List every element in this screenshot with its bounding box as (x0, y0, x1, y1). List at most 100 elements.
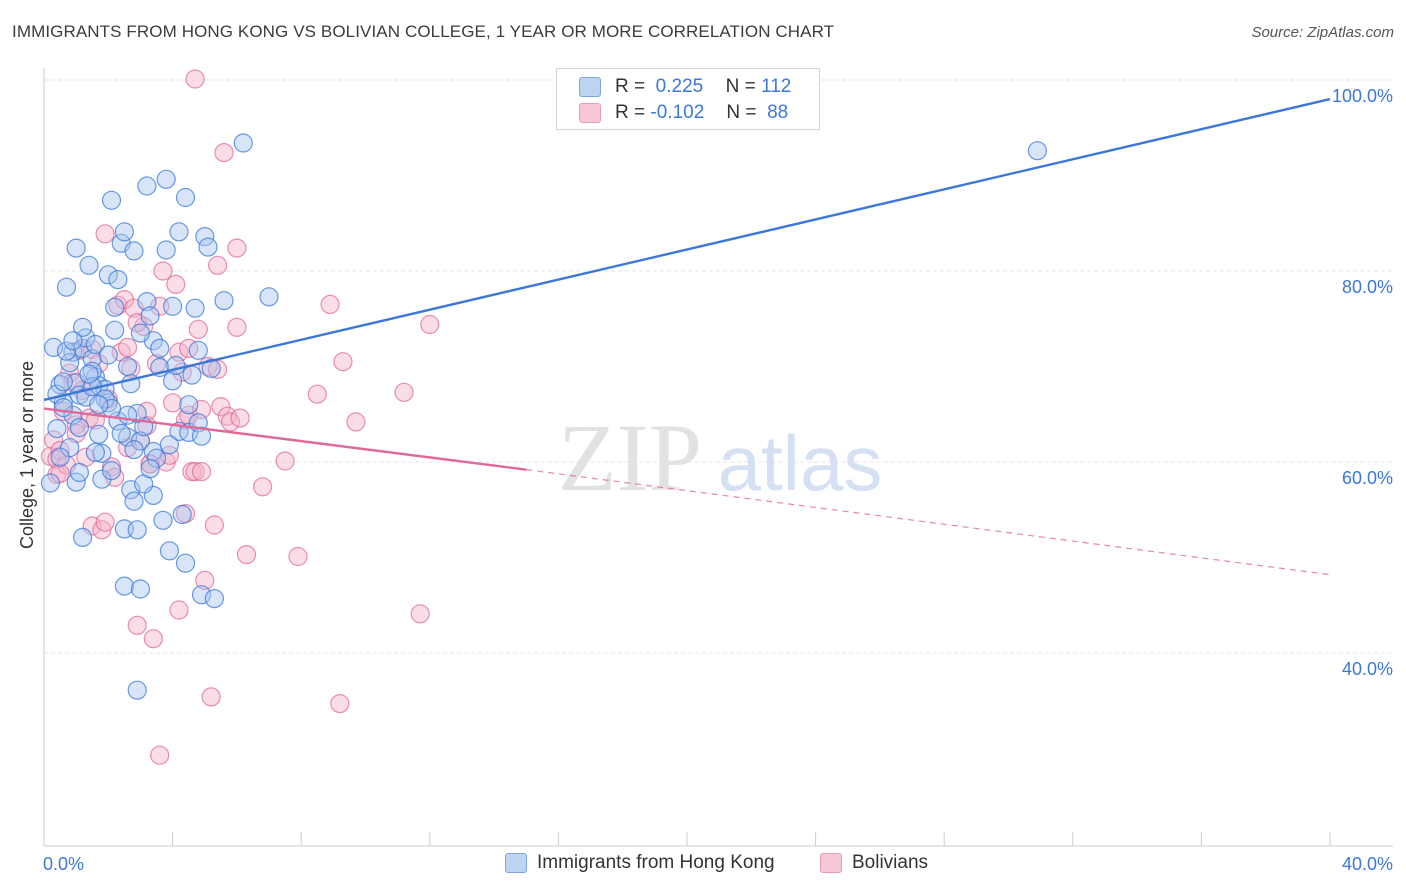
pink-point (43, 430, 64, 450)
blue-point (140, 306, 160, 326)
pink-point (153, 261, 173, 281)
blue-point (56, 277, 77, 297)
blue-point (175, 187, 196, 208)
blue-point (150, 338, 170, 358)
pink-trend-line (43, 407, 527, 471)
blue-point (201, 358, 221, 378)
blue-point (233, 133, 253, 153)
pink-point (214, 143, 234, 163)
blue-point (124, 241, 144, 261)
legend-n-label: N = (725, 76, 756, 97)
x-axis-left-label: 0.0% (43, 854, 84, 874)
watermark-zip: ZIP (558, 404, 702, 511)
pink-point (169, 600, 189, 620)
blue-point (63, 331, 83, 351)
pink-point (211, 397, 231, 417)
blue-point (72, 338, 93, 358)
pink-point (185, 69, 205, 89)
blue-point (140, 459, 160, 479)
tick-labels: 40.0% 60.0% 80.0% 100.0% (1332, 86, 1393, 679)
blue-point (101, 461, 122, 481)
pink-point (143, 629, 163, 649)
blue-point (72, 527, 93, 548)
blue-point (117, 356, 138, 377)
blue-trend-line (43, 97, 1331, 402)
pink-point (307, 384, 327, 404)
pink-trend-extension (526, 469, 1331, 576)
legend-r-value-pink: -0.102 (650, 102, 705, 123)
blue-point (130, 579, 150, 599)
bottom-legend-hong-kong: Immigrants from Hong Kong (505, 852, 775, 874)
blue-point (127, 403, 147, 423)
blue-point (179, 395, 199, 415)
pink-point (47, 449, 67, 469)
pink-point (410, 604, 430, 624)
blue-point (1027, 141, 1048, 161)
y-axis-label: College, 1 year or more (17, 361, 37, 549)
pink-point (163, 393, 183, 413)
pink-point (330, 693, 350, 714)
blue-point (188, 340, 208, 360)
blue-point (114, 576, 135, 596)
blue-point (195, 227, 215, 247)
blue-point (198, 237, 218, 257)
blue-point (98, 265, 118, 285)
pink-point (227, 317, 247, 337)
pink-point (117, 337, 138, 357)
blue-point (69, 462, 90, 483)
pink-point (121, 358, 141, 378)
blue-point (204, 588, 224, 609)
bottom-legend-bolivians: Bolivians (820, 852, 928, 874)
blue-point (169, 222, 189, 242)
pink-point (95, 224, 115, 244)
blue-point (114, 222, 135, 242)
pink-point (288, 546, 308, 567)
y-tick-label: 40.0% (1342, 659, 1393, 679)
blue-point (105, 320, 125, 340)
hong-kong-points (40, 133, 1048, 700)
legend-swatch-pink (579, 103, 601, 123)
pink-point (236, 544, 257, 565)
pink-point (179, 405, 199, 425)
legend-row-pink: R = -0.102 N = 88 (579, 101, 788, 125)
axes-layer (43, 68, 1393, 847)
blue-point (72, 317, 93, 337)
stats-legend: R = 0.225 N = 112 R = -0.102 N = 88 (556, 68, 820, 130)
source-credit: Source: ZipAtlas.com (1251, 24, 1394, 41)
y-tick-label: 60.0% (1342, 468, 1393, 488)
y-tick-label: 80.0% (1342, 277, 1393, 297)
legend-r-label: R = (615, 76, 646, 97)
blue-point (159, 435, 179, 455)
blue-point (101, 190, 122, 210)
blue-point (163, 371, 183, 391)
pink-point (191, 462, 212, 482)
blue-point (66, 238, 86, 258)
pink-point (204, 515, 224, 535)
blue-point (53, 398, 73, 418)
pink-point (195, 570, 215, 591)
trend-lines (43, 97, 1331, 576)
blue-point (127, 520, 147, 540)
blue-point (191, 426, 212, 446)
pink-point (95, 512, 115, 532)
blue-point (137, 176, 157, 196)
blue-point (60, 353, 80, 373)
blue-point (40, 473, 61, 493)
bottom-legend-swatch-blue (505, 853, 527, 873)
pink-point (253, 477, 273, 497)
bottom-legend-label-pink: Bolivians (852, 852, 929, 873)
pink-point (320, 294, 340, 314)
blue-point (111, 423, 131, 443)
blue-point (175, 553, 196, 573)
watermark: ZIP atlas (558, 404, 882, 511)
blue-point (69, 418, 90, 438)
blue-point (124, 491, 144, 511)
pink-point (150, 745, 170, 765)
blue-point (85, 442, 106, 462)
pink-point (66, 423, 86, 443)
blue-point (47, 419, 67, 439)
pink-point (230, 408, 250, 428)
blue-point (159, 541, 179, 561)
blue-point (89, 395, 109, 415)
